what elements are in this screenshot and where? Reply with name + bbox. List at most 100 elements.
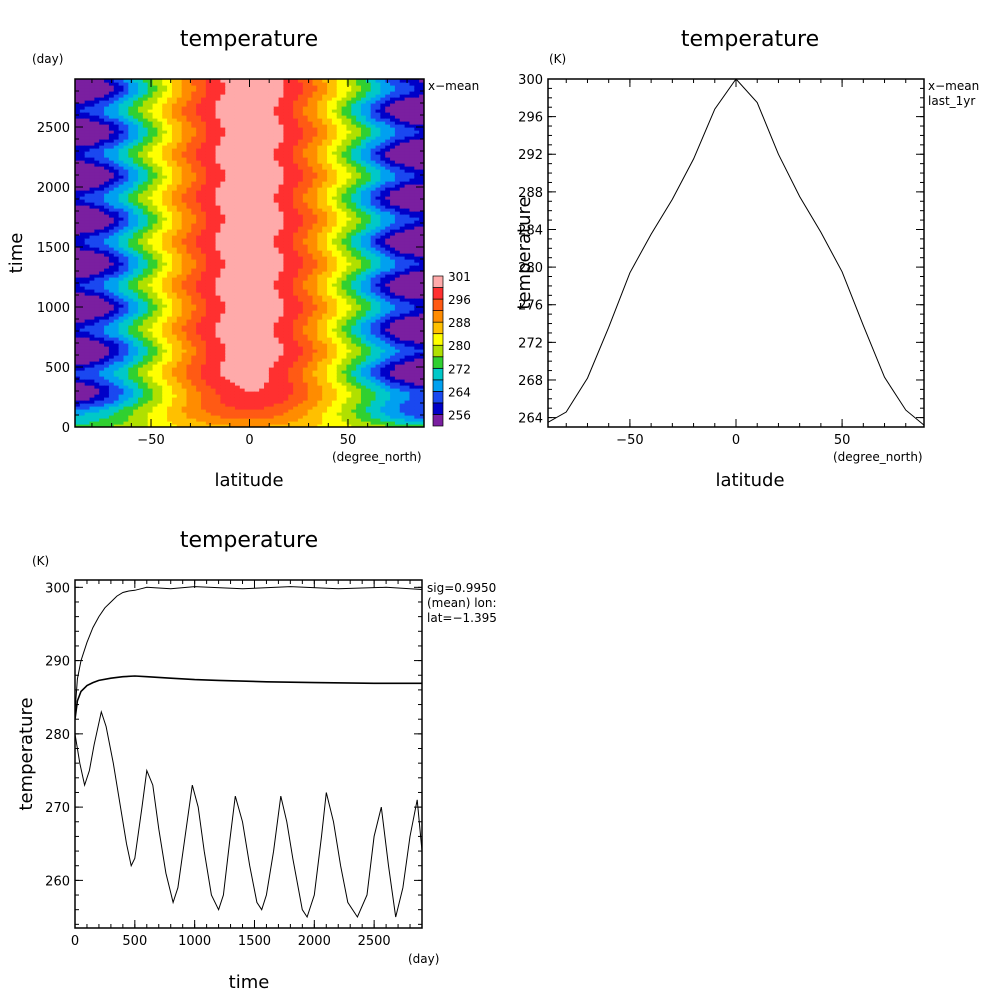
heatmap-cell <box>157 181 163 185</box>
heatmap-cell <box>259 115 265 119</box>
heatmap-cell <box>181 394 188 398</box>
heatmap-cell <box>128 106 134 110</box>
heatmap-cell <box>94 130 100 134</box>
heatmap-cell <box>157 196 163 200</box>
heatmap-cell <box>75 283 81 287</box>
heatmap-cell <box>191 319 197 323</box>
heatmap-cell <box>167 214 173 218</box>
heatmap-cell <box>75 151 81 155</box>
heatmap-cell <box>128 238 134 242</box>
heatmap-cell <box>75 253 81 257</box>
heatmap-cell <box>259 361 265 365</box>
heatmap-cell <box>215 232 222 236</box>
heatmap-cell <box>186 370 192 374</box>
heatmap-cell <box>264 358 270 362</box>
heatmap-cell <box>89 217 95 221</box>
heatmap-cell <box>249 346 255 350</box>
heatmap-cell <box>147 223 154 227</box>
heatmap-cell <box>249 217 255 221</box>
heatmap-cell <box>186 418 192 422</box>
heatmap-cell <box>273 136 280 140</box>
heatmap-cell <box>244 328 251 332</box>
heatmap-cell <box>186 304 192 308</box>
heatmap-cell <box>273 298 280 302</box>
heatmap-cell <box>133 373 139 377</box>
heatmap-cell <box>75 226 81 230</box>
heatmap-cell <box>259 244 265 248</box>
heatmap-cell <box>225 175 231 179</box>
heatmap-cell <box>220 175 226 179</box>
heatmap-cell <box>113 97 120 101</box>
heatmap-cell <box>152 220 159 224</box>
heatmap-cell <box>142 397 149 401</box>
heatmap-cell <box>162 154 168 158</box>
heatmap-cell <box>254 292 260 296</box>
heatmap-cell <box>99 217 105 221</box>
heatmap-cell <box>249 283 255 287</box>
heatmap-cell <box>123 226 129 230</box>
heatmap-cell <box>123 229 129 233</box>
heatmap-cell <box>94 157 100 161</box>
heatmap-cell <box>191 289 197 293</box>
heatmap-cell <box>264 97 270 101</box>
heatmap-cell <box>171 424 178 427</box>
heatmap-cell <box>186 130 192 134</box>
heatmap-cell <box>147 244 154 248</box>
heatmap-cell <box>104 196 110 200</box>
heatmap-cell <box>230 397 236 401</box>
heatmap-cell <box>278 388 285 392</box>
heatmap-cell <box>230 160 236 164</box>
heatmap-cell <box>254 112 260 116</box>
heatmap-cell <box>128 325 134 329</box>
heatmap-cell <box>133 415 139 419</box>
heatmap-cell <box>79 283 86 287</box>
heatmap-cell <box>254 184 260 188</box>
heatmap-cell <box>167 175 173 179</box>
heatmap-cell <box>108 382 115 386</box>
heatmap-cell <box>278 250 285 254</box>
heatmap-cell <box>239 367 246 371</box>
heatmap-cell <box>128 382 134 386</box>
heatmap-cell <box>196 121 202 125</box>
heatmap-cell <box>89 115 95 119</box>
heatmap-cell <box>273 157 280 161</box>
heatmap-cell <box>273 412 280 416</box>
heatmap-cell <box>205 130 212 134</box>
heatmap-cell <box>118 382 125 386</box>
heatmap-cell <box>249 196 255 200</box>
heatmap-cell <box>191 247 197 251</box>
heatmap-cell <box>196 88 202 92</box>
heatmap-cell <box>244 154 251 158</box>
heatmap-cell <box>220 388 226 392</box>
heatmap-cell <box>273 85 280 89</box>
heatmap-cell <box>181 250 188 254</box>
heatmap-cell <box>133 163 139 167</box>
heatmap-cell <box>215 121 222 125</box>
heatmap-cell <box>84 217 91 221</box>
heatmap-cell <box>133 277 139 281</box>
heatmap-cell <box>181 244 188 248</box>
heatmap-cell <box>118 253 125 257</box>
heatmap-cell <box>167 169 173 173</box>
heatmap-cell <box>239 130 246 134</box>
heatmap-cell <box>215 91 222 95</box>
heatmap-cell <box>152 289 159 293</box>
heatmap-cell <box>94 400 100 404</box>
heatmap-cell <box>259 232 265 236</box>
heatmap-cell <box>75 385 81 389</box>
heatmap-cell <box>138 196 144 200</box>
heatmap-cell <box>278 316 285 320</box>
heatmap-cell <box>104 424 110 427</box>
heatmap-cell <box>99 424 105 427</box>
heatmap-cell <box>215 400 222 404</box>
heatmap-cell <box>108 124 115 128</box>
heatmap-cell <box>162 178 168 182</box>
heatmap-cell <box>171 301 178 305</box>
heatmap-cell <box>249 199 255 203</box>
heatmap-cell <box>138 109 144 113</box>
heatmap-cell <box>104 229 110 233</box>
heatmap-cell <box>123 322 129 326</box>
heatmap-cell <box>128 115 134 119</box>
heatmap-cell <box>239 298 246 302</box>
heatmap-cell <box>94 145 100 149</box>
